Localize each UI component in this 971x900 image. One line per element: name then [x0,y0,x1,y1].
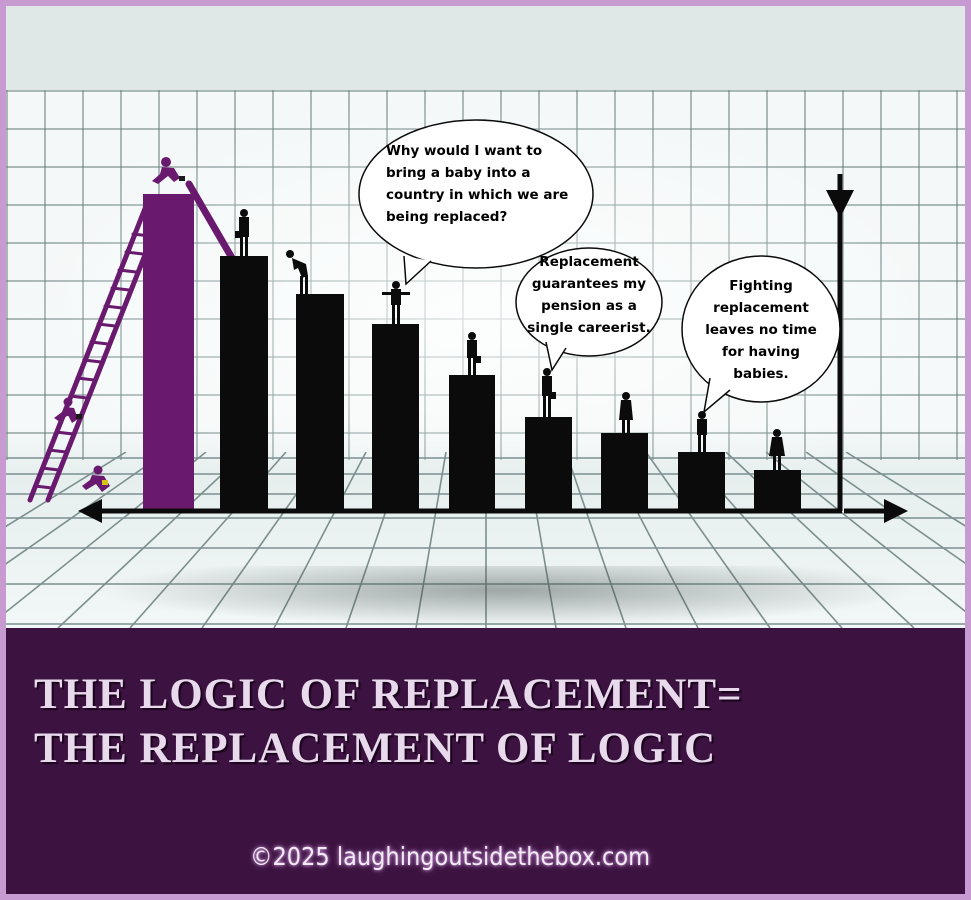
copyright-notice: ©2025 laughingoutsidethebox.com [250,842,651,871]
headline-line-2: THE REPLACEMENT OF LOGIC [34,725,717,772]
person-silhouette-icon [235,209,249,256]
slide-pole [185,180,236,262]
headline-line-1: THE LOGIC OF REPLACEMENT= [34,671,743,718]
bar-7 [678,452,725,510]
person-silhouette-icon [697,411,707,452]
ladder-icon [27,203,165,503]
floor-shadow [96,566,916,626]
climbing-person-icon [152,157,185,184]
person-silhouette-icon [286,250,308,294]
bar-5 [525,417,572,510]
bar-3 [372,324,419,510]
person-silhouette-icon [542,368,556,417]
arrow-left-icon [78,499,102,523]
bubble-text-baby: Why would I want to bring a baby into a … [386,143,569,225]
bar-8 [754,470,801,510]
bar-1 [220,256,268,510]
bubble-text-pension: Replacement guarantees my pension as a s… [527,254,651,336]
person-silhouette-icon [467,332,481,375]
cartoon-scene: Why would I want to bring a baby into a … [6,6,965,628]
person-silhouette-icon [769,429,785,470]
bubble-text-fighting: Fighting replacement leaves no time for … [705,278,817,382]
person-silhouette-icon [619,392,633,433]
arrow-right-icon [884,499,908,523]
person-silhouette-icon [382,281,410,324]
climbing-person-icon [54,397,82,423]
bar-chart-illustration [27,119,908,523]
speech-bubble-baby [358,119,594,286]
bar-6 [601,433,648,510]
caption-panel: THE LOGIC OF REPLACEMENT= THE REPLACEMEN… [6,628,965,894]
black-bars [220,256,801,510]
speech-bubble-pension [515,247,663,372]
purple-bar [143,194,194,510]
climbing-person-icon [82,465,110,492]
arrow-down-icon [826,190,854,218]
speech-bubble-fighting [681,255,841,414]
bar-4 [449,375,495,510]
bar-2 [296,294,344,510]
